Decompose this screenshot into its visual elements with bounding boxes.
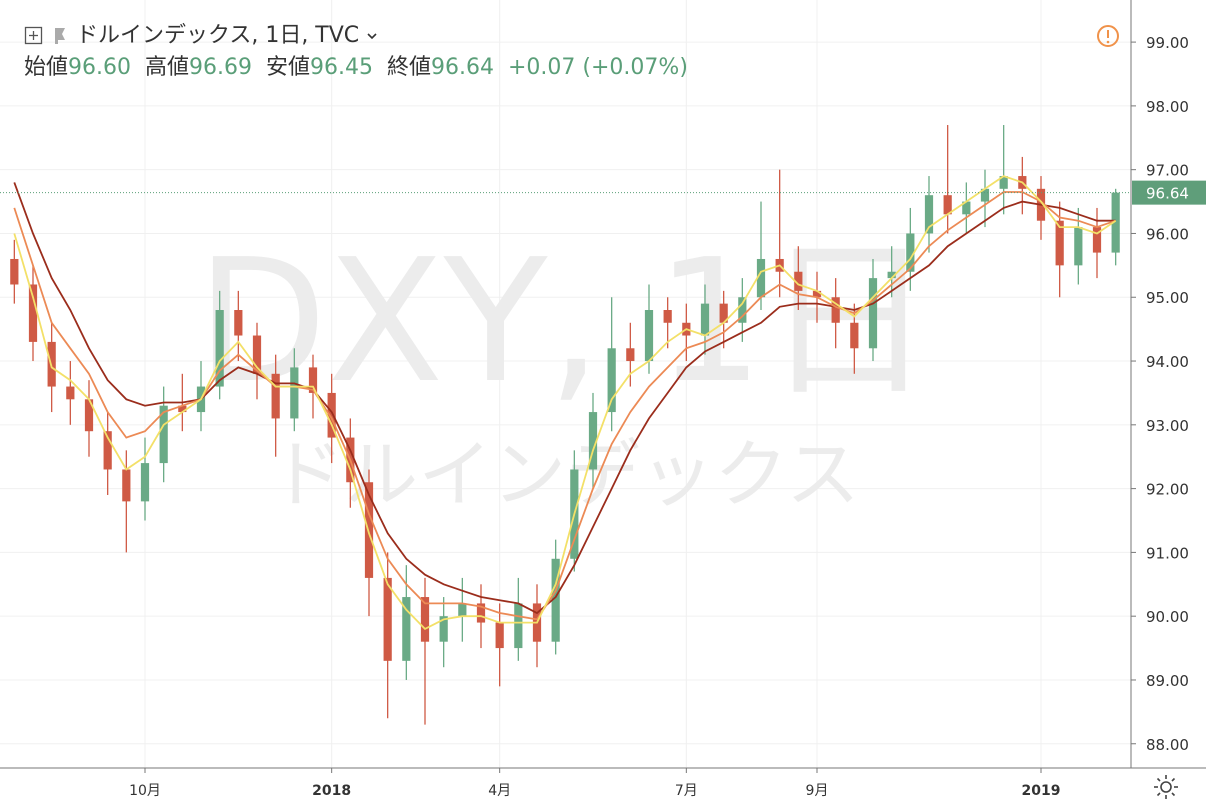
y-tick-label: 94.00 bbox=[1146, 353, 1189, 371]
candle-body bbox=[252, 335, 262, 374]
candle-body bbox=[308, 367, 318, 393]
candle-body bbox=[924, 195, 934, 234]
y-tick-label: 90.00 bbox=[1146, 608, 1189, 626]
candle-body bbox=[868, 278, 878, 349]
candle-body bbox=[234, 310, 243, 336]
ohlc-label: 安値 bbox=[266, 55, 311, 80]
ohlc-value: 96.69 bbox=[189, 55, 252, 80]
candle-body bbox=[887, 271, 896, 279]
candle-body bbox=[943, 195, 952, 215]
y-tick-label: 93.00 bbox=[1146, 417, 1189, 435]
candle-body bbox=[812, 290, 822, 298]
y-tick-label: 99.00 bbox=[1146, 34, 1189, 52]
header: ドルインデックス, 1日, TVC 始値96.60 高値96.69 安値96.45 終… bbox=[24, 20, 688, 84]
ohlc-value: 96.45 bbox=[310, 55, 373, 80]
watermark-sub: ドルインデックス bbox=[270, 432, 860, 518]
candle-body bbox=[66, 386, 75, 400]
candle-body bbox=[551, 558, 560, 642]
candle-body bbox=[626, 348, 635, 362]
y-tick-label: 89.00 bbox=[1146, 672, 1189, 690]
alert-icon[interactable] bbox=[1097, 25, 1119, 47]
candle-body bbox=[458, 603, 467, 617]
candle-body bbox=[644, 310, 654, 362]
candle-body bbox=[663, 310, 672, 323]
candle-body bbox=[999, 176, 1008, 189]
candle-body bbox=[1111, 192, 1120, 253]
candle-body bbox=[215, 310, 224, 387]
candle-body bbox=[383, 577, 392, 661]
ohlc-value: 96.60 bbox=[68, 55, 131, 80]
candle-body bbox=[906, 233, 915, 272]
candle-body bbox=[364, 482, 374, 578]
candle-body bbox=[10, 258, 19, 285]
ohlc-legend: 始値96.60 高値96.69 安値96.45 終値96.64 +0.07 (+0.07… bbox=[24, 52, 688, 84]
candle-body bbox=[738, 297, 747, 323]
candle-body bbox=[1074, 227, 1083, 266]
candle-body bbox=[84, 399, 94, 432]
x-tick-label: 2018 bbox=[312, 783, 351, 799]
candle-body bbox=[476, 603, 486, 623]
candle-body bbox=[271, 373, 280, 419]
candle-body bbox=[1092, 227, 1102, 253]
x-tick-label: 2019 bbox=[1022, 783, 1061, 799]
ohlc-label: 高値 bbox=[145, 55, 190, 80]
candle-body bbox=[122, 469, 131, 502]
candle-body bbox=[420, 597, 430, 642]
axes: 88.00 89.00 90.00 91.00 92.00 93.00 94.00 95.00… bbox=[129, 34, 1206, 799]
candle-body bbox=[103, 431, 112, 470]
candle-body bbox=[794, 271, 803, 291]
candle-body bbox=[495, 622, 504, 649]
candle-body bbox=[28, 284, 38, 342]
plot bbox=[0, 125, 1131, 725]
candle-body bbox=[831, 297, 840, 323]
ma-line bbox=[13, 175, 1117, 631]
y-tick-label: 88.00 bbox=[1146, 736, 1189, 754]
candle-body bbox=[588, 412, 598, 470]
candle-body bbox=[327, 392, 336, 438]
title-row: ドルインデックス, 1日, TVC bbox=[24, 20, 688, 52]
watermark: DXY, 1日 bbox=[196, 223, 933, 421]
candle-body bbox=[514, 603, 523, 649]
candle-body bbox=[402, 597, 411, 661]
candle-body bbox=[719, 303, 728, 323]
settings-icon[interactable] bbox=[1154, 775, 1178, 799]
change: +0.07 (+0.07%) bbox=[508, 55, 688, 80]
y-tick-label: 98.00 bbox=[1146, 98, 1189, 116]
candle-body bbox=[290, 367, 299, 419]
y-tick-label: 96.00 bbox=[1146, 225, 1189, 243]
dropdown-icon[interactable] bbox=[365, 29, 379, 43]
candle-body bbox=[607, 348, 616, 413]
candle-body bbox=[756, 258, 766, 298]
flag-icon[interactable] bbox=[50, 26, 70, 46]
y-tick-label: 95.00 bbox=[1146, 289, 1189, 307]
chart-title: ドルインデックス, 1日, TVC bbox=[76, 23, 360, 48]
y-tick-label: 97.00 bbox=[1146, 162, 1189, 180]
x-tick-label: 7月 bbox=[675, 783, 698, 799]
x-tick-label: 4月 bbox=[488, 783, 511, 799]
grid bbox=[0, 0, 1131, 768]
candle-body bbox=[159, 405, 168, 464]
candle-body bbox=[439, 616, 448, 642]
add-icon[interactable] bbox=[24, 26, 44, 46]
y-tick-label: 91.00 bbox=[1146, 544, 1189, 562]
ohlc-label: 始値 bbox=[24, 55, 69, 80]
candle-body bbox=[850, 322, 859, 349]
ohlc-value: 96.64 bbox=[431, 55, 494, 80]
candle-body bbox=[700, 303, 710, 336]
candle-body bbox=[140, 463, 150, 502]
last-price-label: 96.64 bbox=[1146, 185, 1189, 203]
ohlc-label: 終値 bbox=[387, 55, 432, 80]
y-tick-label: 92.00 bbox=[1146, 481, 1189, 499]
candle-body bbox=[178, 405, 187, 413]
x-tick-label: 9月 bbox=[806, 783, 829, 799]
last-price-box bbox=[1132, 180, 1206, 205]
candle-body bbox=[1055, 220, 1064, 266]
candle-body bbox=[980, 188, 990, 202]
candle-body bbox=[962, 201, 971, 215]
x-tick-label: 10月 bbox=[129, 783, 161, 799]
